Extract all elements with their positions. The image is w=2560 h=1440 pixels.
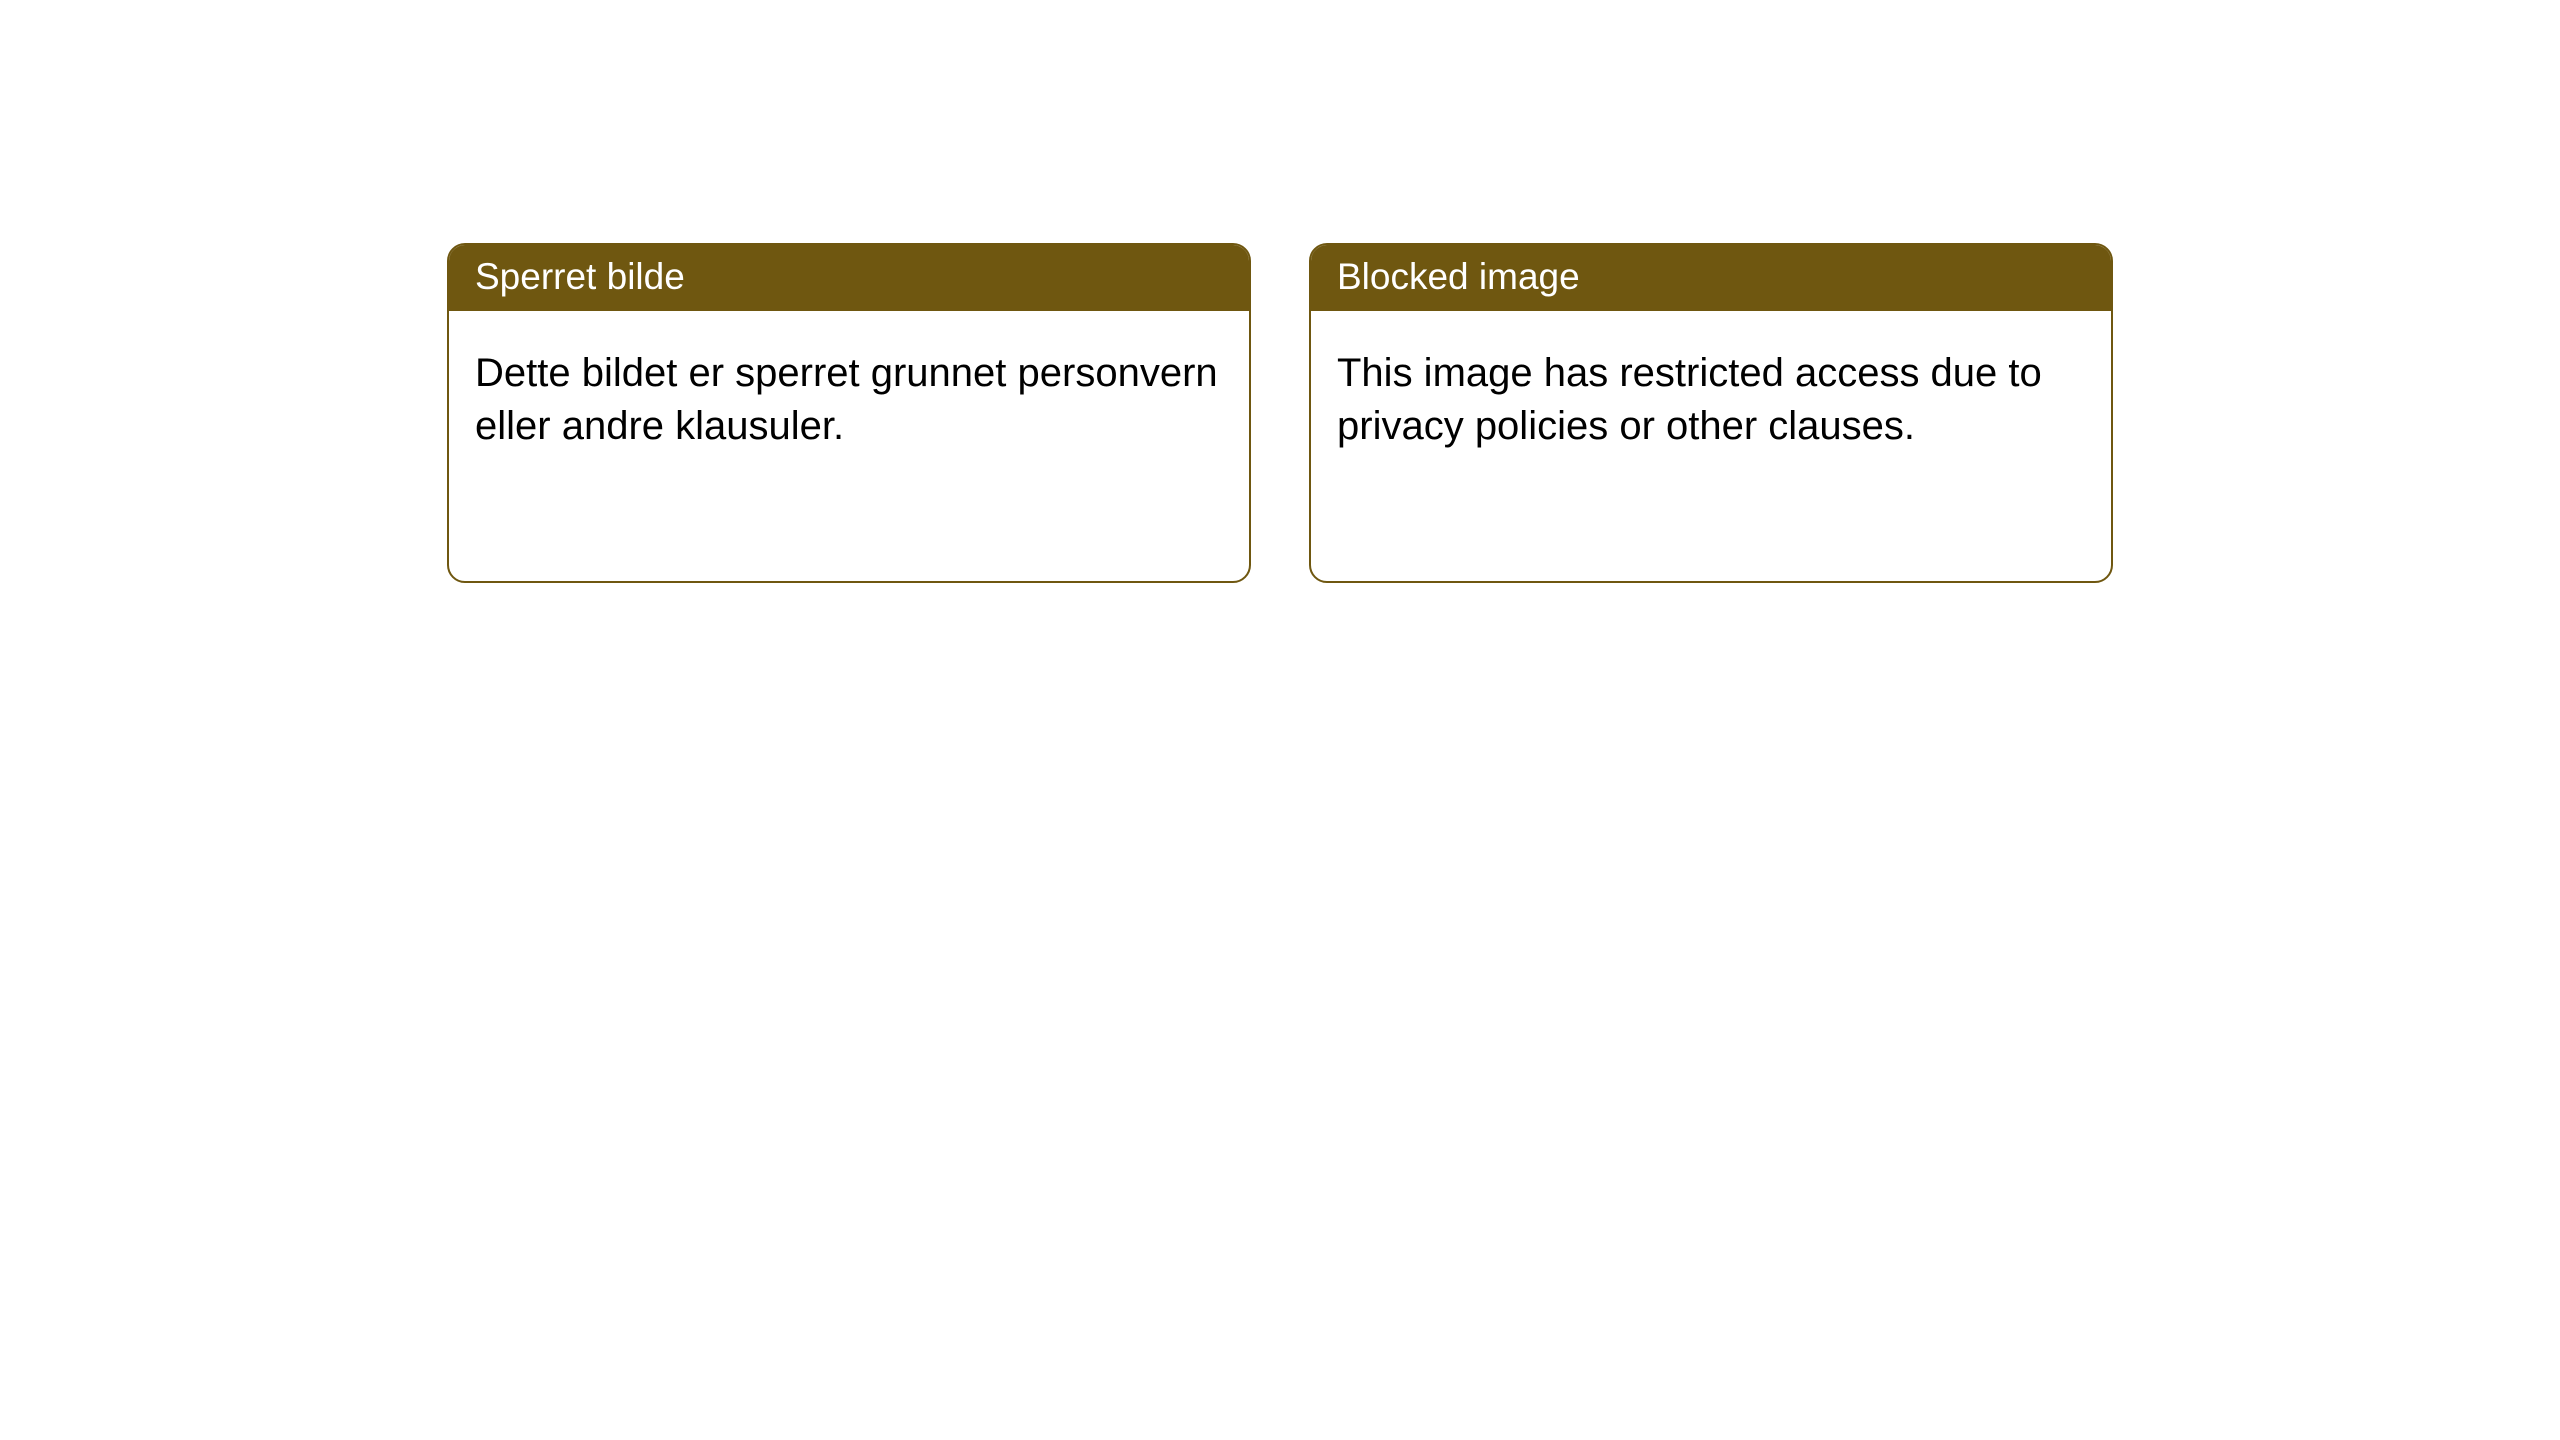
notice-body: This image has restricted access due to … bbox=[1311, 311, 2111, 581]
notice-card-norwegian: Sperret bilde Dette bildet er sperret gr… bbox=[447, 243, 1251, 583]
notice-body: Dette bildet er sperret grunnet personve… bbox=[449, 311, 1249, 581]
notice-container: Sperret bilde Dette bildet er sperret gr… bbox=[0, 0, 2560, 583]
notice-header: Sperret bilde bbox=[449, 245, 1249, 311]
notice-card-english: Blocked image This image has restricted … bbox=[1309, 243, 2113, 583]
notice-header: Blocked image bbox=[1311, 245, 2111, 311]
